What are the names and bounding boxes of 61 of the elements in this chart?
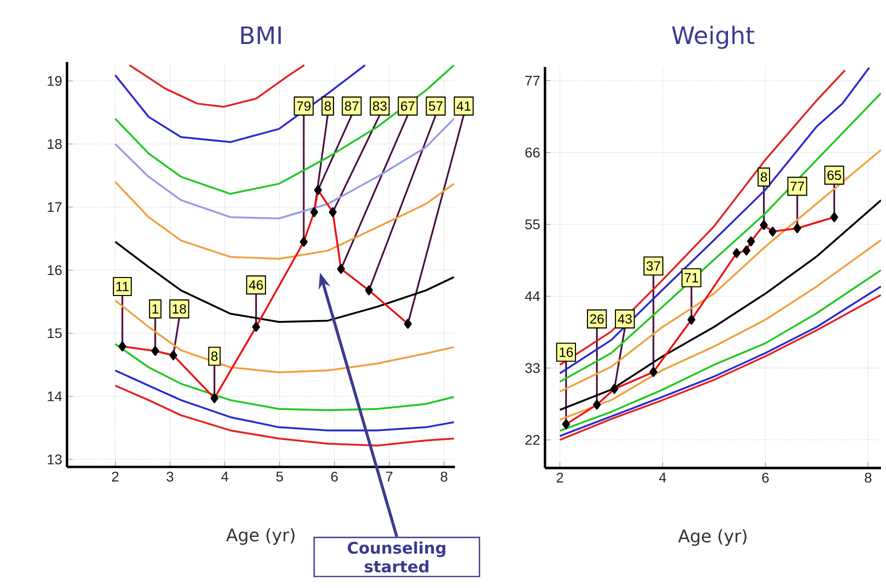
x-tick-label: 5	[276, 472, 283, 482]
y-tick-label: 33	[525, 363, 540, 374]
line-series	[558, 239, 881, 421]
y-tick-label: 14	[48, 392, 62, 402]
y-tick-label: 55	[525, 220, 540, 230]
line-series	[558, 148, 881, 393]
line-series	[114, 64, 366, 144]
x-tick-label: 8	[440, 472, 448, 482]
line-series	[114, 343, 455, 412]
annotation: 77	[790, 182, 804, 191]
line-series	[114, 118, 455, 220]
line-series	[114, 384, 455, 446]
annotation: 83	[372, 101, 387, 111]
x-tick-label: 4	[659, 472, 666, 482]
annotation: 46	[248, 280, 263, 290]
x-tick-label: 8	[864, 472, 872, 483]
annotation: 65	[828, 170, 842, 180]
annotation: 67	[400, 101, 414, 111]
y-tick-label: 15	[48, 328, 62, 338]
annotation: 57	[428, 101, 442, 111]
y-tick-label: 18	[48, 139, 62, 149]
chart-title: BMI	[241, 26, 281, 44]
y-tick-label: 66	[525, 148, 540, 158]
line-series	[114, 300, 455, 374]
y-tick-label: 17	[48, 202, 62, 212]
x-tick-label: 2	[112, 472, 118, 482]
annotation: 71	[684, 273, 698, 282]
x-tick-label: 2	[556, 472, 564, 482]
annotation: 8	[760, 172, 767, 182]
annotation: 41	[456, 101, 471, 111]
chart-title: Weight	[672, 26, 754, 49]
x-tick-label: 6	[762, 472, 769, 483]
y-tick-label: 44	[525, 291, 540, 302]
annotation: 1	[152, 304, 158, 314]
x-tick-label: 3	[166, 472, 174, 482]
line-series	[114, 370, 455, 432]
line-series	[114, 64, 455, 195]
annotation: 8	[211, 352, 218, 361]
x-tick-label: 6	[331, 472, 338, 482]
x-axis-title: Age (yr)	[226, 528, 294, 545]
annotation: 43	[618, 314, 632, 324]
x-tick-label: 7	[386, 472, 392, 482]
x-tick-label: 4	[221, 472, 228, 482]
x-axis-title: Age (yr)	[678, 529, 746, 546]
annotation: 26	[590, 314, 604, 324]
line-series	[114, 180, 455, 260]
text: Counseling started	[348, 541, 446, 573]
annotation: 79	[297, 101, 311, 111]
annotation: 16	[560, 348, 573, 357]
line-series	[558, 199, 881, 411]
y-tick-label: 16	[48, 265, 62, 276]
annotation: 87	[344, 101, 358, 111]
y-tick-label: 22	[525, 435, 540, 445]
y-tick-label: 19	[48, 76, 62, 86]
annotation: 18	[172, 304, 186, 314]
annotation: 37	[646, 261, 660, 271]
annotation: 11	[116, 282, 129, 292]
line-series	[114, 240, 455, 323]
y-tick-label: 13	[48, 454, 62, 464]
annotation: 8	[324, 101, 331, 111]
y-tick-label: 77	[525, 76, 540, 86]
